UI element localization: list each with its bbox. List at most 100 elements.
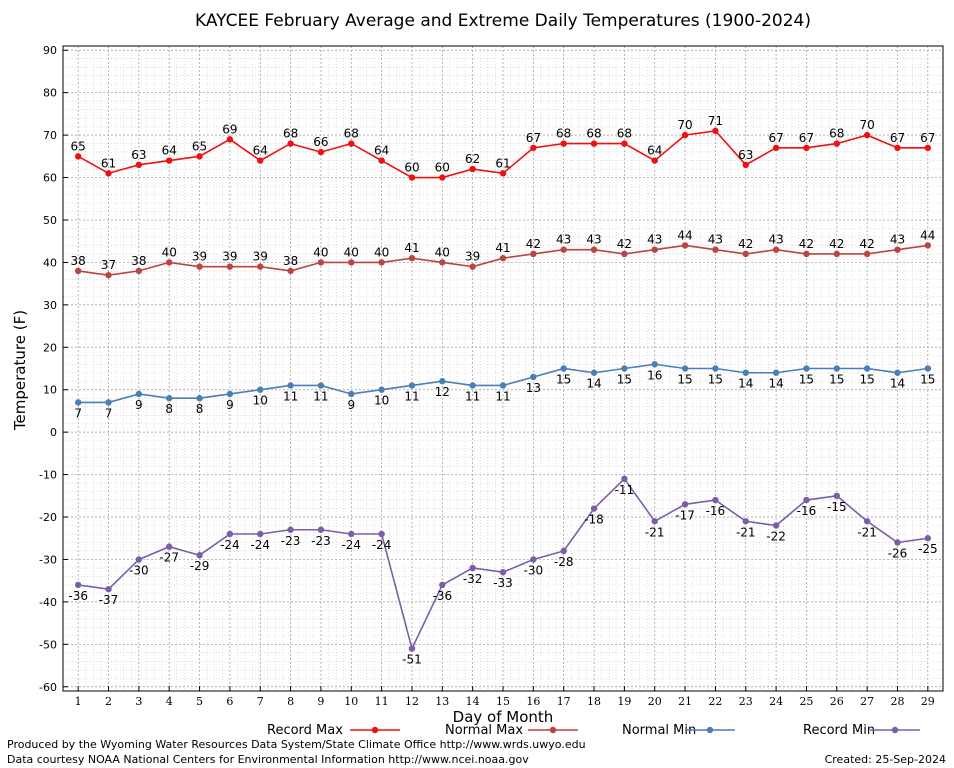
- normal-max-data-label: 38: [131, 254, 146, 268]
- record-max-point: [469, 165, 476, 173]
- normal-min-point: [681, 365, 689, 372]
- normal-min-point: [803, 365, 810, 372]
- record-min-data-label: -29: [190, 559, 210, 573]
- normal-max-point: [590, 246, 598, 253]
- record-max-point: [105, 170, 112, 177]
- normal-min-data-label: 9: [226, 398, 234, 412]
- y-tick-label: -30: [39, 553, 57, 566]
- x-tick-label: 16: [526, 695, 540, 708]
- normal-max-data-label: 39: [192, 250, 207, 264]
- record-max-data-label: 65: [192, 139, 207, 153]
- record-max-data-label: 68: [617, 127, 632, 141]
- x-tick-label: 29: [921, 695, 935, 708]
- normal-min-point: [105, 399, 112, 406]
- normal-max-point: [499, 254, 507, 262]
- series-layer: 65 61 63 64 65 69 64 68 66 68 64 60 60 62 61 67 68 68 68 64…: [68, 114, 937, 667]
- normal-max-point: [105, 271, 112, 279]
- legend: Record Max Normal Max Normal Min Record Min: [267, 723, 920, 738]
- normal-min-point: [590, 369, 598, 376]
- normal-max-point: [166, 259, 173, 266]
- record-min-data-label: -24: [220, 538, 240, 552]
- record-max-point: [439, 174, 446, 181]
- normal-max-point: [287, 267, 294, 275]
- series-normal-min: 7 7 9 8 8 9 10 11 11 9 10 11 12 11 11 13 15 14 15 16 15 15 14 1…: [74, 361, 935, 420]
- created-date: Created: 25-Sep-2024: [824, 753, 946, 766]
- record-max-data-label: 61: [495, 156, 510, 170]
- x-axis: 1 2 3 4 5 6 7 8 9 10 11 12 13 14 15 16 17 18 19 20 21 22 23 24 2…: [75, 686, 935, 708]
- record-min-point: [894, 539, 901, 546]
- normal-min-data-label: 15: [617, 373, 632, 387]
- y-tick-label: 70: [43, 129, 57, 142]
- normal-max-point: [924, 242, 932, 249]
- record-min-data-label: -23: [281, 534, 301, 548]
- normal-min-point: [772, 369, 780, 376]
- normal-max-data-label: 42: [859, 237, 874, 251]
- normal-max-data-label: 39: [222, 250, 237, 264]
- normal-min-data-label: 16: [647, 368, 662, 382]
- record-max-point: [196, 153, 203, 160]
- normal-min-data-label: 14: [586, 377, 601, 391]
- x-tick-label: 19: [617, 695, 631, 708]
- normal-max-data-label: 42: [617, 237, 632, 251]
- x-tick-label: 10: [344, 695, 358, 708]
- record-max-data-label: 67: [920, 131, 935, 145]
- y-tick-label: 50: [43, 214, 57, 227]
- record-max-point: [74, 153, 82, 160]
- y-tick-label: -10: [39, 469, 57, 482]
- x-tick-label: 4: [166, 695, 173, 708]
- normal-min-point: [712, 365, 719, 372]
- y-tick-label: 10: [43, 384, 57, 397]
- record-min-point: [772, 522, 780, 529]
- normal-max-point: [378, 259, 385, 266]
- normal-min-point: [833, 365, 840, 372]
- normal-max-point: [833, 250, 840, 258]
- x-tick-label: 8: [287, 695, 294, 708]
- record-min-point: [74, 581, 82, 589]
- x-tick-label: 20: [648, 695, 662, 708]
- normal-max-point: [894, 246, 901, 253]
- record-max-data-label: 64: [647, 144, 662, 158]
- x-tick-label: 26: [830, 695, 844, 708]
- record-max-data-label: 68: [829, 127, 844, 141]
- record-min-point: [621, 475, 628, 483]
- record-max-data-label: 64: [253, 144, 268, 158]
- series-record-min: -36 -37-30-27-29-24 -24 -23 -23 -24 -24-51-36-…: [68, 475, 938, 667]
- normal-max-data-label: 39: [465, 250, 480, 264]
- normal-min-point: [257, 386, 264, 393]
- normal-min-point: [499, 382, 507, 389]
- normal-min-data-label: 8: [196, 402, 204, 416]
- x-tick-label: 1: [75, 695, 82, 708]
- record-min-point: [378, 530, 385, 538]
- record-min-point: [469, 564, 476, 572]
- legend-marker-normal-max: [549, 726, 557, 734]
- normal-max-point: [560, 246, 567, 253]
- normal-max-point: [651, 246, 658, 253]
- normal-min-data-label: 9: [135, 398, 143, 412]
- y-tick-label: -60: [39, 681, 57, 694]
- record-min-data-label: -37: [99, 593, 119, 607]
- x-tick-label: 9: [317, 695, 324, 708]
- record-min-point: [712, 496, 719, 504]
- record-min-data-label: -15: [827, 500, 847, 514]
- record-max-data-label: 60: [404, 161, 419, 175]
- series-record-max: 65 61 63 64 65 69 64 68 66 68 64 60 60 62 61 67 68 68 68 64…: [71, 114, 935, 181]
- record-max-data-label: 64: [374, 144, 389, 158]
- y-tick-label: 90: [43, 44, 57, 57]
- legend-label-record-max: Record Max: [267, 723, 343, 738]
- record-max-data-label: 63: [738, 148, 753, 162]
- x-tick-label: 5: [196, 695, 203, 708]
- normal-min-point: [348, 390, 355, 398]
- record-min-data-label: -17: [675, 508, 695, 522]
- record-min-point: [863, 518, 871, 525]
- series-normal-max: 38 37 38 40 39 39 39 38 40 40 40 41 40 39 41 42 43 43 42 43…: [71, 228, 935, 279]
- record-min-point: [499, 568, 507, 576]
- record-max-point: [712, 127, 719, 135]
- record-min-point: [166, 543, 173, 550]
- normal-max-data-label: 37: [101, 258, 116, 272]
- normal-max-data-label: 38: [71, 254, 86, 268]
- legend-label-normal-min: Normal Min: [622, 723, 696, 738]
- normal-min-data-label: 9: [347, 398, 355, 412]
- x-tick-label: 2: [105, 695, 112, 708]
- normal-min-data-label: 15: [920, 373, 935, 387]
- record-max-point: [530, 144, 537, 152]
